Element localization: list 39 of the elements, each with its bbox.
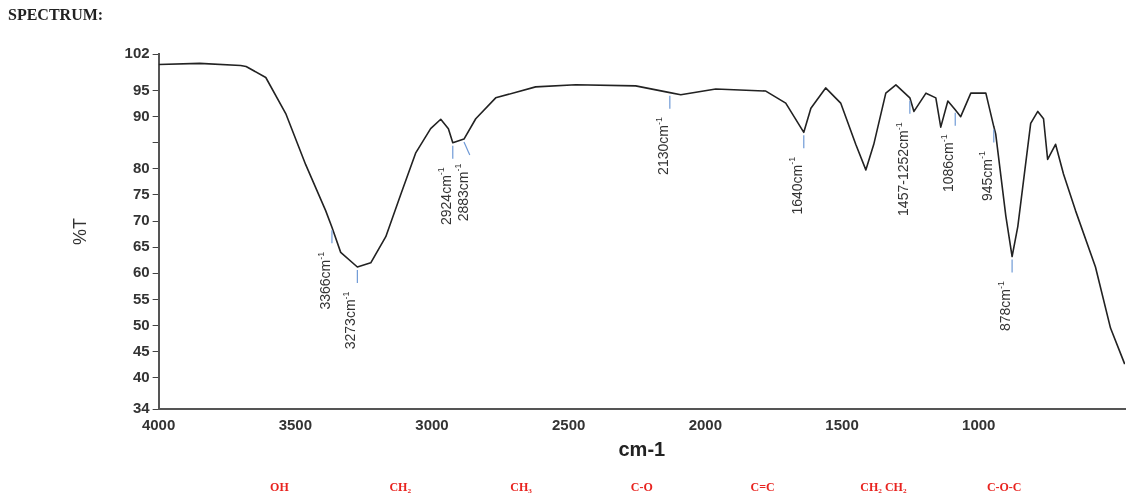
annotation: 3366cm-1 [315,251,333,310]
annotation: 2130cm-1 [653,116,671,175]
text: C-O [630,480,653,494]
y-tick-label: 75 [132,185,150,203]
annotation: 3273cm-1 [341,291,359,350]
text: C-O-C [986,480,1022,494]
y-tick-label: 80 [132,158,150,176]
annotation: 2883cm-1 [453,163,471,222]
y-tick-label: 65 [132,237,150,255]
y-tick-label: 60 [132,263,150,281]
y-axis-title: %T [69,218,90,245]
text: CH₃ [510,480,533,494]
annotation: 945cm-1 [977,150,995,202]
x-tick-label: 1500 [825,416,859,434]
y-tick-label: 55 [132,289,150,307]
y-tick-label: 90 [132,106,150,124]
x-tick-label: 4000 [141,416,176,434]
chart-title: SPECTRUM: [8,6,104,24]
x-tick-label: 3500 [278,416,312,434]
x-tick-label: 2000 [688,416,723,434]
y-tick-label: 45 [132,341,150,359]
text: CH₂ [389,480,412,494]
x-tick-label: 2500 [552,416,586,434]
text: OH [270,480,290,494]
annotation: 1457-1252cm-1 [893,122,911,216]
y-tick-label: 70 [132,211,150,229]
x-tick-label: 3000 [415,416,449,434]
text: CH₂ CH₂ [860,480,907,494]
x-axis-title: cm-1 [618,437,666,460]
y-tick-label: 34 [132,399,151,417]
y-tick-label: 40 [132,367,150,385]
y-tick-label: 95 [132,80,150,98]
annotation: 878cm-1 [995,280,1014,332]
y-tick-label: 102 [124,44,150,62]
y-tick-label: 50 [132,315,150,333]
annotation: 2924cm-1 [436,167,454,225]
annotation: 1086cm-1 [938,134,957,193]
x-tick-label: 1000 [962,416,996,434]
text: C=C [750,480,775,494]
